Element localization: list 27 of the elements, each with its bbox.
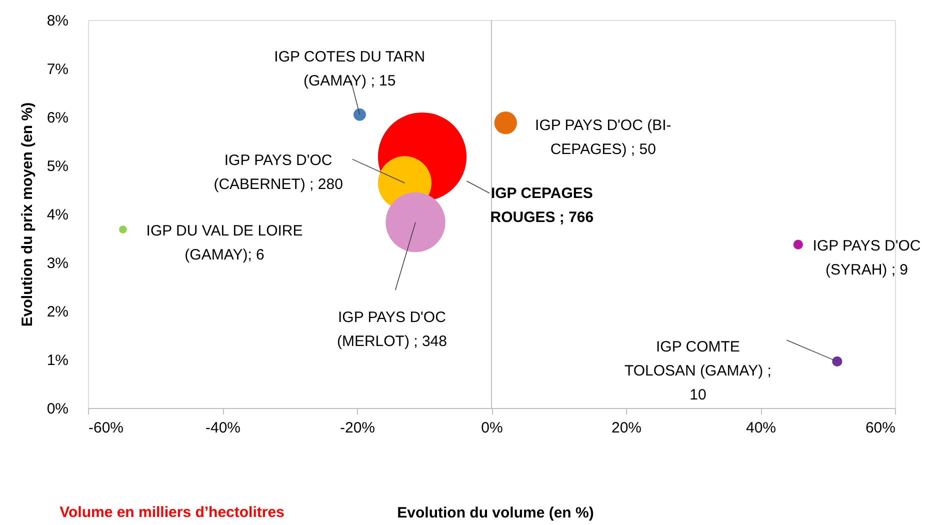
x-tick-label: -40%: [205, 420, 241, 436]
data-label: IGP PAYS D'OC (BI- CEPAGES) ; 50: [535, 116, 672, 158]
x-tick-label: -60%: [88, 420, 124, 436]
data-label: IGP COMTE TOLOSAN (GAMAY) ; 10: [624, 338, 772, 404]
data-label: IGP PAYS D'OC (CABERNET) ; 280: [214, 152, 343, 194]
y-tick-label: 0%: [46, 400, 68, 418]
data-label: IGP DU VAL DE LOIRE (GAMAY); 6: [146, 222, 303, 264]
y-tick-label: 7%: [46, 61, 68, 78]
data-label: IGP PAYS D'OC (SYRAH) ; 9: [812, 238, 921, 279]
y-tick-label: 3%: [46, 255, 68, 272]
y-tick-label: 6%: [46, 110, 68, 126]
text: Volume en milliers d’hectolitres: [60, 504, 284, 521]
y-tick-label: 1%: [46, 352, 68, 369]
y-tick-label: 8%: [46, 12, 68, 30]
y-tick-label: 5%: [46, 158, 68, 175]
x-tick-label: 60%: [865, 420, 896, 436]
y-axis-title: Evolution du prix moyen (en %): [18, 102, 36, 327]
x-tick-label: 20%: [611, 420, 642, 436]
y-tick-label: 4%: [46, 206, 68, 224]
x-axis-title: Evolution du volume (en %): [397, 504, 594, 522]
data-label: IGP COTES DU TARN (GAMAY) ; 15: [274, 48, 426, 90]
x-tick-label: 40%: [746, 420, 776, 436]
data-label: IGP CEPAGES ROUGES ; 766: [490, 185, 594, 226]
x-tick-label: 0%: [481, 420, 503, 436]
data-label: IGP PAYS D'OC (MERLOT) ; 348: [336, 308, 447, 350]
x-tick-label: -20%: [340, 420, 376, 436]
y-tick-label: 2%: [46, 304, 68, 320]
